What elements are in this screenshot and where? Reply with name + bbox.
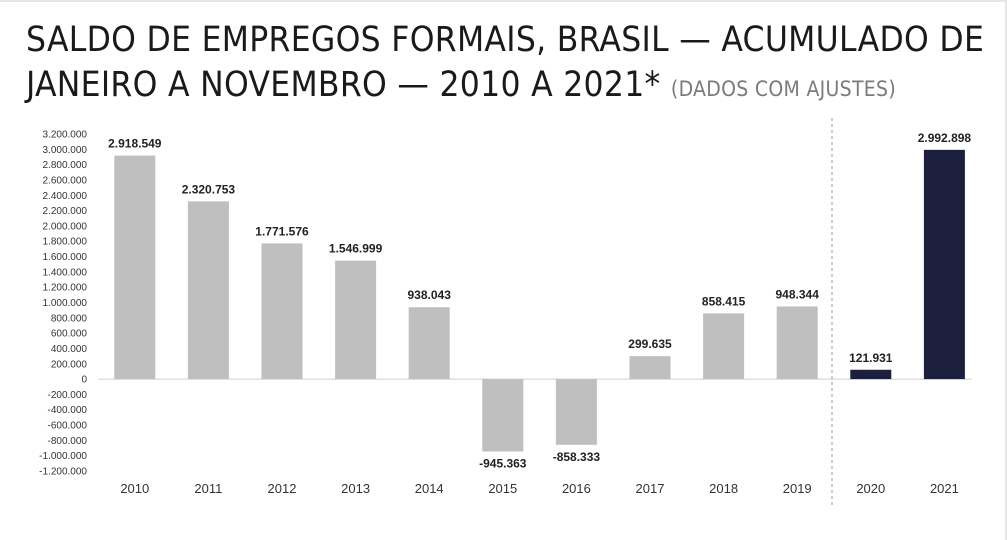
data-label-2012: 1.771.576 xyxy=(255,224,309,238)
y-tick-label: -600.000 xyxy=(48,421,88,432)
chart-title-main: SALDO DE EMPREGOS FORMAIS, BRASIL — ACUM… xyxy=(26,20,985,105)
y-tick-label: -1.200.000 xyxy=(39,467,87,478)
bar-2014 xyxy=(408,307,450,380)
data-label-2017: 299.635 xyxy=(628,337,672,351)
x-tick-label-2016: 2016 xyxy=(562,481,591,496)
y-tick-label: -400.000 xyxy=(48,405,88,416)
data-label-2021: 2.992.898 xyxy=(918,131,972,145)
y-tick-label: 1.600.000 xyxy=(43,252,88,263)
x-tick-label-2018: 2018 xyxy=(709,481,738,496)
bar-2019 xyxy=(776,306,818,380)
bar-2020 xyxy=(850,369,892,380)
y-tick-label: 2.000.000 xyxy=(43,221,88,232)
bar-2011 xyxy=(187,201,229,380)
y-tick-label: -1.000.000 xyxy=(39,451,87,462)
chart-title-note: (DADOS COM AJUSTES) xyxy=(670,77,897,101)
data-label-2014: 938.043 xyxy=(408,288,452,302)
x-tick-label-2014: 2014 xyxy=(415,481,444,496)
y-tick-label: 2.400.000 xyxy=(43,191,88,202)
data-label-2013: 1.546.999 xyxy=(329,242,383,256)
bar-2013 xyxy=(335,260,377,380)
x-tick-label-2019: 2019 xyxy=(783,481,812,496)
y-tick-label: 1.000.000 xyxy=(43,298,88,309)
y-tick-label: 600.000 xyxy=(51,329,88,340)
y-tick-label: 0 xyxy=(81,375,87,386)
bar-2021 xyxy=(923,149,965,380)
data-label-2011: 2.320.753 xyxy=(182,182,236,196)
bar-2017 xyxy=(629,356,671,380)
y-tick-label: 2.800.000 xyxy=(43,160,88,171)
x-tick-label-2010: 2010 xyxy=(120,481,149,496)
y-tick-label: 1.400.000 xyxy=(43,267,88,278)
y-tick-label: 2.200.000 xyxy=(43,206,88,217)
bar-2012 xyxy=(261,243,303,380)
data-label-2018: 858.415 xyxy=(702,294,746,308)
x-tick-label-2011: 2011 xyxy=(194,481,222,496)
x-tick-label-2015: 2015 xyxy=(488,481,517,496)
chart-title: SALDO DE EMPREGOS FORMAIS, BRASIL — ACUM… xyxy=(26,18,986,112)
y-tick-label: 2.600.000 xyxy=(43,175,88,186)
y-tick-label: 400.000 xyxy=(51,344,88,355)
y-tick-label: -800.000 xyxy=(48,436,88,447)
data-label-2010: 2.918.549 xyxy=(108,137,162,151)
y-tick-label: 800.000 xyxy=(51,313,88,324)
y-tick-label: 1.200.000 xyxy=(43,283,88,294)
top-border xyxy=(0,0,1007,2)
x-tick-label-2013: 2013 xyxy=(341,481,370,496)
x-tick-label-2020: 2020 xyxy=(856,481,885,496)
y-tick-label: -200.000 xyxy=(48,390,88,401)
x-tick-label-2017: 2017 xyxy=(636,481,665,496)
data-label-2016: -858.333 xyxy=(553,450,601,464)
bar-2010 xyxy=(114,155,156,380)
x-tick-label-2021: 2021 xyxy=(930,481,959,496)
data-label-2019: 948.344 xyxy=(776,287,820,301)
bar-2015 xyxy=(482,379,524,452)
bar-2016 xyxy=(555,379,597,445)
x-tick-label-2012: 2012 xyxy=(268,481,297,496)
y-tick-label: 3.200.000 xyxy=(43,130,88,141)
right-border xyxy=(1005,0,1007,540)
y-tick-label: 1.800.000 xyxy=(43,237,88,248)
y-tick-label: 200.000 xyxy=(51,359,88,370)
bar-2018 xyxy=(703,313,745,380)
data-label-2015: -945.363 xyxy=(479,456,527,470)
y-tick-label: 3.000.000 xyxy=(43,145,88,156)
data-label-2020: 121.931 xyxy=(849,351,893,365)
